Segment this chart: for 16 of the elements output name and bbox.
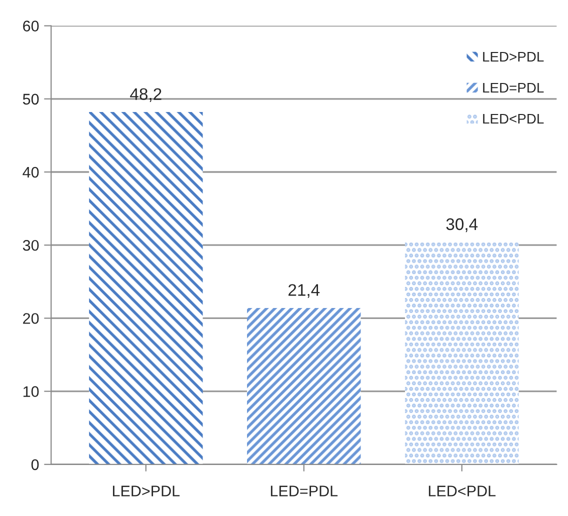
y-tick-label: 0 bbox=[31, 459, 39, 470]
legend-label: LED>PDL bbox=[483, 52, 544, 62]
x-tick-label: LED=PDL bbox=[270, 486, 338, 496]
legend-label: LED=PDL bbox=[483, 82, 544, 93]
text: 30,4 bbox=[446, 218, 478, 232]
y-tick-label: 10 bbox=[23, 386, 39, 397]
x-tick-label: LED<PDL bbox=[428, 486, 496, 496]
y-tick-label: 20 bbox=[23, 313, 39, 324]
y-tick-label: 60 bbox=[23, 20, 39, 32]
y-tick-label: 50 bbox=[22, 94, 39, 105]
y-tick-label: 30 bbox=[22, 240, 39, 251]
text: 48,2 bbox=[130, 88, 162, 102]
x-tick-label: LED>PDL bbox=[112, 486, 180, 496]
text: 21,4 bbox=[288, 284, 320, 298]
y-tick-label: 40 bbox=[22, 166, 39, 178]
legend-label: LED<PDL bbox=[483, 114, 544, 124]
